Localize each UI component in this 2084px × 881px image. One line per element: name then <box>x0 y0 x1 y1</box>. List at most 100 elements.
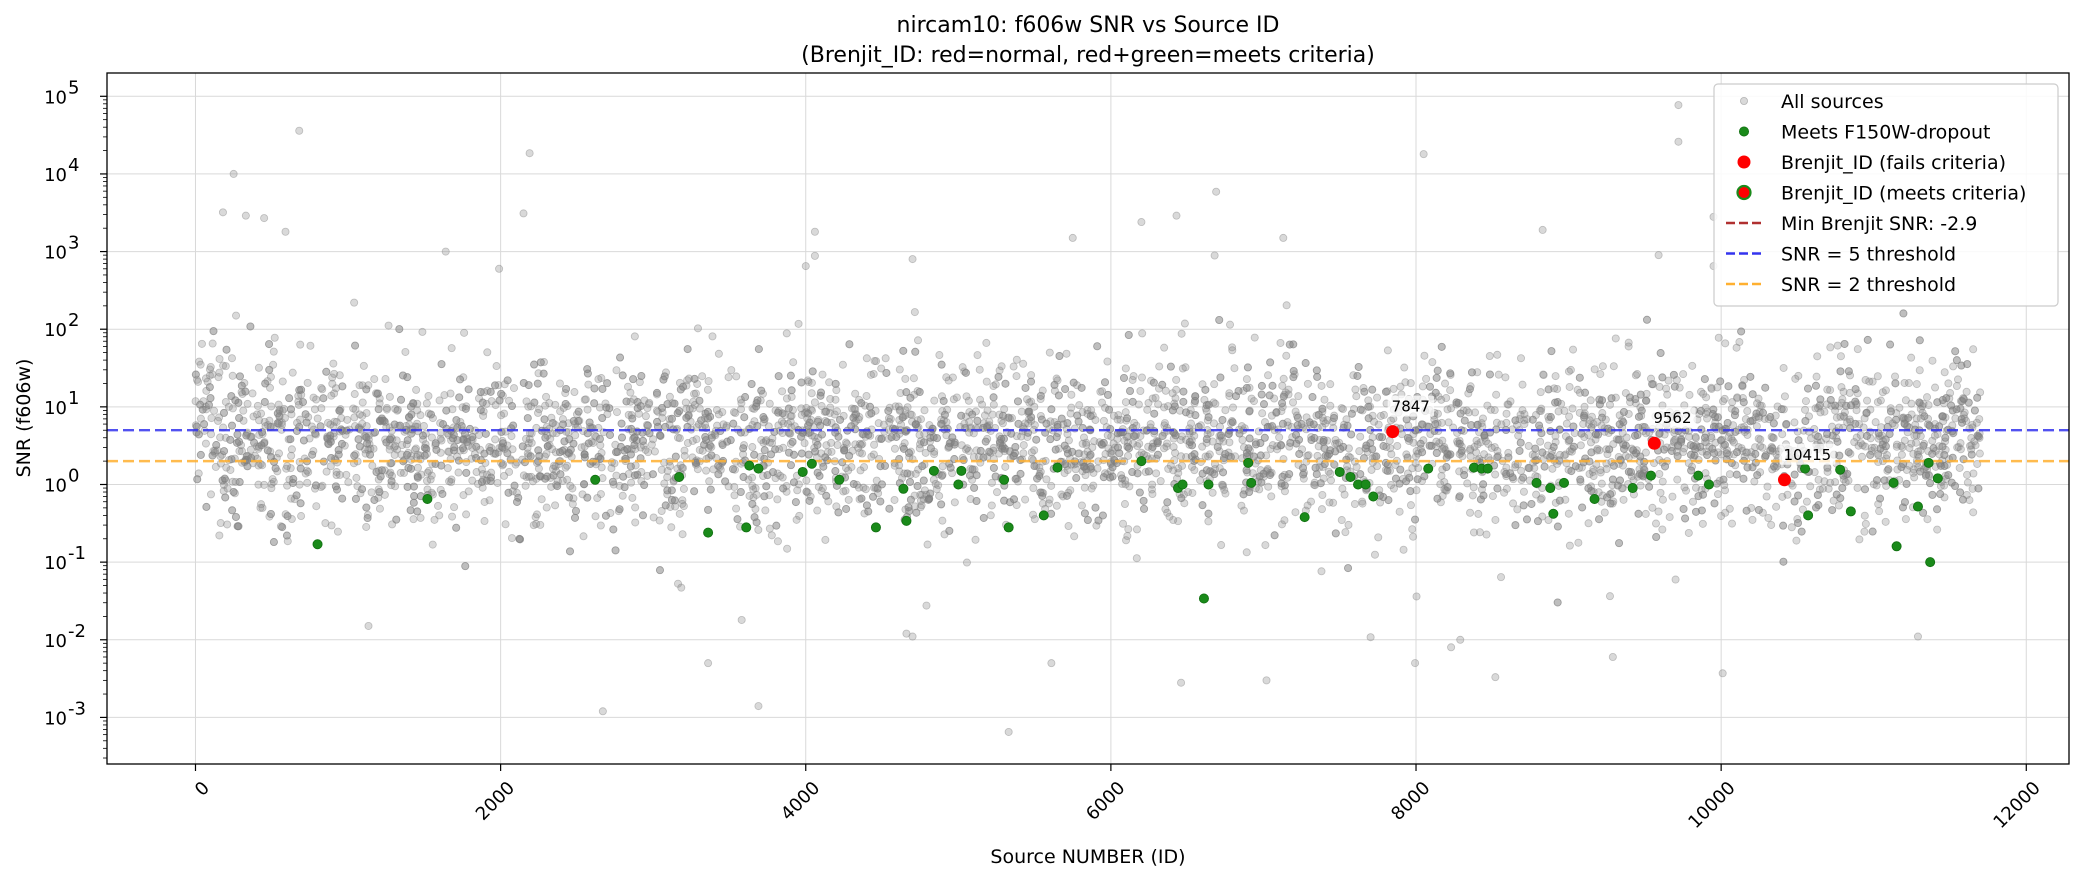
source-point <box>1190 466 1199 475</box>
source-point <box>214 373 223 382</box>
source-point <box>1790 470 1799 479</box>
source-point <box>1381 466 1390 475</box>
source-point <box>640 480 649 489</box>
source-point <box>505 467 514 476</box>
source-point <box>1618 461 1627 470</box>
source-point <box>641 445 650 454</box>
source-point <box>1009 362 1018 371</box>
source-point <box>1928 436 1937 445</box>
source-point <box>1537 404 1546 413</box>
source-point <box>222 345 231 354</box>
source-point <box>1553 598 1562 607</box>
source-point <box>1162 442 1171 451</box>
source-point <box>1511 521 1520 530</box>
source-point <box>1062 445 1071 454</box>
source-point <box>1221 489 1230 498</box>
source-point <box>874 419 883 428</box>
source-point <box>1668 492 1677 501</box>
source-point <box>1680 483 1689 492</box>
source-point <box>1729 450 1738 459</box>
source-point <box>1500 467 1509 476</box>
source-point <box>1228 343 1237 352</box>
source-point <box>503 441 512 450</box>
source-point <box>887 433 896 442</box>
source-point <box>652 406 661 415</box>
source-point <box>952 393 961 402</box>
source-point <box>1455 450 1464 459</box>
source-point <box>233 438 242 447</box>
source-point <box>1742 448 1751 457</box>
source-point <box>860 401 869 410</box>
source-point <box>1257 381 1266 390</box>
source-point <box>1682 486 1691 495</box>
source-point <box>1264 482 1273 491</box>
source-point <box>1013 397 1022 406</box>
source-point <box>813 506 822 515</box>
source-point <box>1080 483 1089 492</box>
source-point <box>419 422 428 431</box>
source-point <box>1460 466 1469 475</box>
source-point <box>906 495 915 504</box>
source-point <box>867 452 876 461</box>
source-point <box>943 405 952 414</box>
source-point <box>240 379 249 388</box>
source-point <box>1198 380 1207 389</box>
source-point <box>1840 413 1849 422</box>
source-point <box>712 405 721 414</box>
source-point <box>895 365 904 374</box>
source-point <box>870 483 879 492</box>
source-point <box>921 448 930 457</box>
source-point <box>1575 373 1584 382</box>
source-point <box>609 480 618 489</box>
source-point <box>992 488 1001 497</box>
source-point <box>543 441 552 450</box>
source-point <box>913 482 922 491</box>
source-point <box>1593 444 1602 453</box>
source-point <box>1816 408 1825 417</box>
source-point <box>641 412 650 421</box>
source-point <box>884 406 893 415</box>
source-point <box>1804 384 1813 393</box>
source-point <box>765 438 774 447</box>
source-point <box>1779 557 1788 566</box>
source-point <box>1251 438 1260 447</box>
source-point <box>1701 409 1710 418</box>
source-point <box>1372 452 1381 461</box>
source-point <box>372 389 381 398</box>
source-point <box>1502 418 1511 427</box>
source-point <box>595 403 604 412</box>
source-point <box>332 471 341 480</box>
source-point <box>1840 408 1849 417</box>
source-point <box>407 451 416 460</box>
source-point <box>223 520 232 529</box>
source-point <box>307 422 316 431</box>
source-point <box>1861 519 1870 528</box>
source-point <box>1025 398 1034 407</box>
source-point <box>1379 410 1388 419</box>
source-point <box>1278 472 1287 481</box>
source-point <box>216 519 225 528</box>
source-point <box>412 444 421 453</box>
source-point <box>424 391 433 400</box>
source-point <box>823 418 832 427</box>
source-point <box>507 534 516 543</box>
source-point <box>1137 373 1146 382</box>
source-point <box>759 472 768 481</box>
source-point <box>1325 498 1334 507</box>
source-point <box>1589 472 1598 481</box>
source-point <box>421 440 430 449</box>
source-point <box>601 511 610 520</box>
source-point <box>964 396 973 405</box>
source-point <box>1260 418 1269 427</box>
source-point <box>1564 367 1573 376</box>
source-point <box>545 399 554 408</box>
source-point <box>630 432 639 441</box>
source-point <box>1054 391 1063 400</box>
source-point <box>1361 444 1370 453</box>
source-point <box>1278 419 1287 428</box>
source-point <box>358 381 367 390</box>
source-point <box>422 449 431 458</box>
source-point <box>1344 520 1353 529</box>
source-point <box>1669 370 1678 379</box>
source-point <box>1874 451 1883 460</box>
